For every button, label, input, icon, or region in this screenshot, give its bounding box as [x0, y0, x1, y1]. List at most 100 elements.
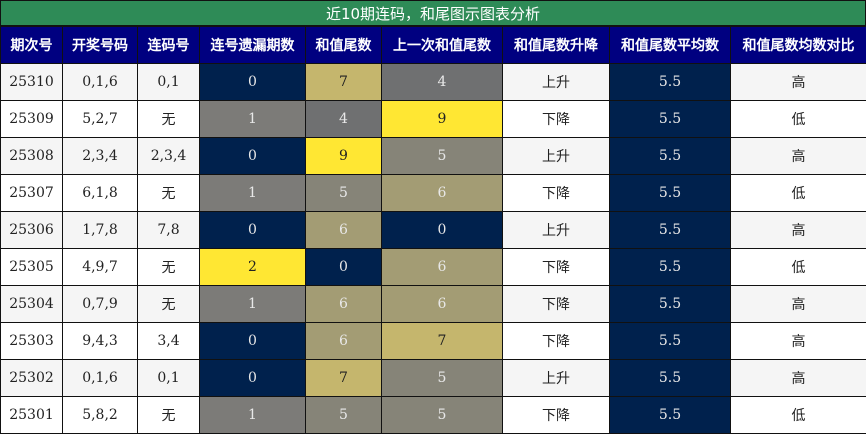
cell-compare: 低	[730, 100, 866, 138]
header-tail: 和值尾数	[305, 26, 382, 64]
table-row: 25305 4,9,7 无 2 0 6 下降 5.5 低	[0, 248, 866, 286]
cell-numbers: 9,4,3	[62, 322, 138, 360]
cell-trend: 上升	[502, 211, 610, 249]
cell-trend: 下降	[502, 285, 610, 323]
cell-miss: 1	[199, 174, 306, 212]
cell-issue: 25301	[0, 396, 63, 434]
header-miss: 连号遗漏期数	[199, 26, 306, 64]
cell-tail: 5	[305, 396, 382, 434]
header-numbers: 开奖号码	[62, 26, 138, 64]
cell-tail: 6	[305, 211, 382, 249]
cell-compare: 低	[730, 248, 866, 286]
cell-issue: 25309	[0, 100, 63, 138]
cell-prev-tail: 6	[381, 174, 503, 212]
cell-numbers: 0,7,9	[62, 285, 138, 323]
header-avg: 和值尾数平均数	[609, 26, 731, 64]
cell-numbers: 5,2,7	[62, 100, 138, 138]
cell-issue: 25308	[0, 137, 63, 175]
page-title: 近10期连码，和尾图示图表分析	[0, 0, 866, 26]
cell-consecutive: 0,1	[137, 63, 200, 101]
cell-avg: 5.5	[609, 63, 731, 101]
header-trend: 和值尾数升降	[502, 26, 610, 64]
table-row: 25309 5,2,7 无 1 4 9 下降 5.5 低	[0, 100, 866, 138]
cell-compare: 高	[730, 137, 866, 175]
cell-avg: 5.5	[609, 174, 731, 212]
cell-tail: 7	[305, 359, 382, 397]
cell-compare: 低	[730, 174, 866, 212]
cell-compare: 高	[730, 211, 866, 249]
cell-prev-tail: 5	[381, 396, 503, 434]
table-row: 25308 2,3,4 2,3,4 0 9 5 上升 5.5 高	[0, 137, 866, 175]
cell-trend: 下降	[502, 248, 610, 286]
cell-prev-tail: 6	[381, 285, 503, 323]
cell-tail: 9	[305, 137, 382, 175]
cell-tail: 7	[305, 63, 382, 101]
cell-prev-tail: 9	[381, 100, 503, 138]
table-row: 25301 5,8,2 无 1 5 5 下降 5.5 低	[0, 396, 866, 434]
cell-compare: 高	[730, 359, 866, 397]
cell-compare: 高	[730, 63, 866, 101]
cell-miss: 2	[199, 248, 306, 286]
cell-avg: 5.5	[609, 137, 731, 175]
table-row: 25304 0,7,9 无 1 6 6 下降 5.5 高	[0, 285, 866, 323]
cell-consecutive: 2,3,4	[137, 137, 200, 175]
cell-compare: 低	[730, 396, 866, 434]
cell-consecutive: 无	[137, 396, 200, 434]
cell-miss: 1	[199, 396, 306, 434]
cell-miss: 0	[199, 63, 306, 101]
cell-compare: 高	[730, 285, 866, 323]
cell-tail: 0	[305, 248, 382, 286]
cell-consecutive: 0,1	[137, 359, 200, 397]
cell-miss: 1	[199, 100, 306, 138]
cell-numbers: 5,8,2	[62, 396, 138, 434]
table-row: 25310 0,1,6 0,1 0 7 4 上升 5.5 高	[0, 63, 866, 101]
cell-consecutive: 无	[137, 100, 200, 138]
cell-prev-tail: 6	[381, 248, 503, 286]
cell-consecutive: 无	[137, 285, 200, 323]
cell-consecutive: 3,4	[137, 322, 200, 360]
cell-miss: 0	[199, 359, 306, 397]
cell-avg: 5.5	[609, 211, 731, 249]
cell-numbers: 4,9,7	[62, 248, 138, 286]
header-row: 期次号 开奖号码 连码号 连号遗漏期数 和值尾数 上一次和值尾数 和值尾数升降 和值尾数平均数…	[0, 26, 866, 64]
cell-prev-tail: 5	[381, 137, 503, 175]
table-row: 25307 6,1,8 无 1 5 6 下降 5.5 低	[0, 174, 866, 212]
header-issue: 期次号	[0, 26, 63, 64]
table-row: 25303 9,4,3 3,4 0 6 7 下降 5.5 高	[0, 322, 866, 360]
cell-numbers: 6,1,8	[62, 174, 138, 212]
cell-prev-tail: 5	[381, 359, 503, 397]
cell-numbers: 0,1,6	[62, 63, 138, 101]
cell-miss: 0	[199, 211, 306, 249]
cell-miss: 1	[199, 285, 306, 323]
cell-numbers: 2,3,4	[62, 137, 138, 175]
cell-trend: 下降	[502, 396, 610, 434]
cell-issue: 25303	[0, 322, 63, 360]
cell-avg: 5.5	[609, 322, 731, 360]
cell-issue: 25304	[0, 285, 63, 323]
cell-issue: 25302	[0, 359, 63, 397]
cell-consecutive: 无	[137, 174, 200, 212]
cell-trend: 下降	[502, 100, 610, 138]
cell-consecutive: 7,8	[137, 211, 200, 249]
cell-trend: 上升	[502, 63, 610, 101]
cell-numbers: 1,7,8	[62, 211, 138, 249]
cell-numbers: 0,1,6	[62, 359, 138, 397]
cell-tail: 4	[305, 100, 382, 138]
analysis-table: 期次号 开奖号码 连码号 连号遗漏期数 和值尾数 上一次和值尾数 和值尾数升降 和值尾数平均数…	[0, 26, 866, 434]
cell-issue: 25305	[0, 248, 63, 286]
cell-compare: 高	[730, 322, 866, 360]
cell-tail: 6	[305, 285, 382, 323]
cell-prev-tail: 4	[381, 63, 503, 101]
cell-issue: 25310	[0, 63, 63, 101]
cell-prev-tail: 0	[381, 211, 503, 249]
cell-avg: 5.5	[609, 396, 731, 434]
header-prev-tail: 上一次和值尾数	[381, 26, 503, 64]
cell-trend: 下降	[502, 174, 610, 212]
header-consecutive: 连码号	[137, 26, 200, 64]
cell-tail: 6	[305, 322, 382, 360]
cell-trend: 下降	[502, 322, 610, 360]
header-compare: 和值尾数均数对比	[730, 26, 866, 64]
cell-trend: 上升	[502, 359, 610, 397]
cell-avg: 5.5	[609, 248, 731, 286]
